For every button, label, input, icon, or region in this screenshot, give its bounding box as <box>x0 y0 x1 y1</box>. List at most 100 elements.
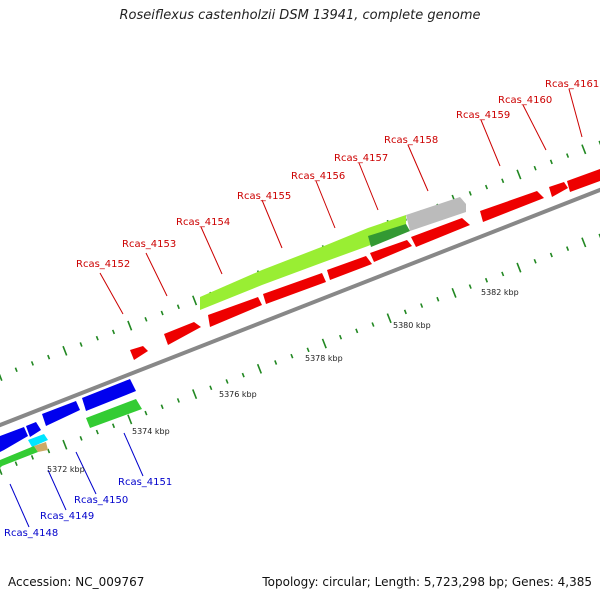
major-tick <box>62 345 68 356</box>
gene-label-rcas-4161[interactable]: Rcas_4161 <box>545 79 599 90</box>
minor-tick <box>111 329 116 335</box>
minor-tick <box>176 398 180 403</box>
inner-tick-track <box>0 233 600 475</box>
gene-label-rcas-4156[interactable]: Rcas_4156 <box>291 171 345 182</box>
major-tick <box>0 467 3 475</box>
gene-label-rcas-4159[interactable]: Rcas_4159 <box>456 110 510 121</box>
gene-feature[interactable] <box>324 228 368 262</box>
gene-feature[interactable] <box>42 401 80 426</box>
position-label: 5374 kbp <box>132 427 170 436</box>
minor-tick <box>468 284 472 289</box>
minor-tick <box>501 178 505 184</box>
position-labels: 5372 kbp 5374 kbp 5376 kbp 5378 kbp 5380… <box>47 288 519 474</box>
minor-tick <box>290 353 294 359</box>
position-label: 5372 kbp <box>47 465 85 474</box>
gene-feature[interactable] <box>164 322 201 345</box>
gene-label-rcas-4151[interactable]: Rcas_4151 <box>118 477 172 488</box>
minor-tick <box>468 191 472 196</box>
gene-label-rcas-4160[interactable]: Rcas_4160 <box>498 95 552 106</box>
gene-label-rcas-4155[interactable]: Rcas_4155 <box>237 191 291 202</box>
gene-feature[interactable] <box>200 270 262 310</box>
major-tick <box>127 320 133 331</box>
major-tick <box>192 389 198 400</box>
gene-feature[interactable] <box>82 379 136 411</box>
gene-feature[interactable] <box>208 297 262 327</box>
minor-tick <box>403 309 407 315</box>
reverse-gene-track <box>0 379 142 468</box>
position-label: 5378 kbp <box>305 354 343 363</box>
minor-tick <box>274 360 278 365</box>
gene-label-rcas-4152[interactable]: Rcas_4152 <box>76 259 130 270</box>
position-label: 5380 kbp <box>393 321 431 330</box>
feature-track-outer <box>200 197 466 310</box>
gene-feature[interactable] <box>26 422 41 437</box>
minor-tick <box>160 310 164 316</box>
accession-text: Accession: NC_009767 <box>8 575 145 589</box>
gene-feature[interactable] <box>480 191 544 222</box>
major-tick <box>192 295 198 306</box>
gene-feature[interactable] <box>28 434 48 447</box>
major-tick <box>256 363 263 374</box>
gene-feature[interactable] <box>0 427 28 452</box>
major-tick <box>516 169 522 180</box>
minor-tick <box>566 153 570 158</box>
minor-tick <box>209 385 213 391</box>
gene-feature[interactable] <box>34 442 48 452</box>
minor-tick <box>484 277 489 283</box>
minor-tick <box>306 347 310 353</box>
major-tick <box>451 287 457 298</box>
gene-feature[interactable] <box>567 169 600 192</box>
callout-lines <box>9 88 583 528</box>
minor-tick <box>14 367 18 373</box>
minor-tick <box>79 342 83 347</box>
minor-tick <box>14 461 18 467</box>
gene-feature[interactable] <box>327 256 372 280</box>
minor-tick <box>371 322 375 327</box>
minor-tick <box>420 303 424 308</box>
gene-label-rcas-4153[interactable]: Rcas_4153 <box>122 239 176 250</box>
minor-tick <box>95 335 99 341</box>
minor-tick <box>30 455 34 460</box>
gene-label-rcas-4158[interactable]: Rcas_4158 <box>384 135 438 146</box>
major-tick <box>386 313 392 324</box>
genome-backbone <box>0 187 600 428</box>
major-tick <box>0 373 3 381</box>
gene-feature[interactable] <box>370 240 412 262</box>
gene-label-rcas-4150[interactable]: Rcas_4150 <box>74 495 128 506</box>
gene-feature[interactable] <box>406 197 466 231</box>
minor-tick <box>549 252 553 258</box>
gene-label-rcas-4148[interactable]: Rcas_4148 <box>4 528 58 539</box>
gene-feature[interactable] <box>549 182 568 197</box>
gene-label-rcas-4157[interactable]: Rcas_4157 <box>334 153 388 164</box>
minor-tick <box>566 246 570 251</box>
major-tick <box>581 144 587 155</box>
gene-feature[interactable] <box>263 273 326 304</box>
minor-tick <box>111 423 116 429</box>
gene-feature[interactable] <box>0 446 38 468</box>
minor-tick <box>144 410 148 416</box>
gene-feature[interactable] <box>262 246 324 285</box>
gene-feature[interactable] <box>130 346 148 360</box>
gene-label-rcas-4149[interactable]: Rcas_4149 <box>40 511 94 522</box>
minor-tick <box>144 316 148 322</box>
gene-feature[interactable] <box>368 224 410 247</box>
minor-tick <box>484 184 489 190</box>
minor-tick <box>598 233 600 239</box>
minor-tick <box>79 436 83 441</box>
major-tick <box>62 439 68 450</box>
gene-label-rcas-4154[interactable]: Rcas_4154 <box>176 217 230 228</box>
gene-feature[interactable] <box>86 399 142 428</box>
minor-tick <box>338 334 343 340</box>
minor-tick <box>47 354 51 360</box>
gene-feature[interactable] <box>411 218 470 247</box>
minor-tick <box>95 429 99 435</box>
minor-tick <box>501 271 505 277</box>
minor-tick <box>30 361 34 366</box>
minor-tick <box>176 304 180 310</box>
position-label: 5376 kbp <box>219 390 257 399</box>
major-tick <box>581 237 587 248</box>
minor-tick <box>225 379 229 384</box>
minor-tick <box>549 159 553 165</box>
map-title: Roseiflexus castenholzii DSM 13941, comp… <box>119 8 481 23</box>
